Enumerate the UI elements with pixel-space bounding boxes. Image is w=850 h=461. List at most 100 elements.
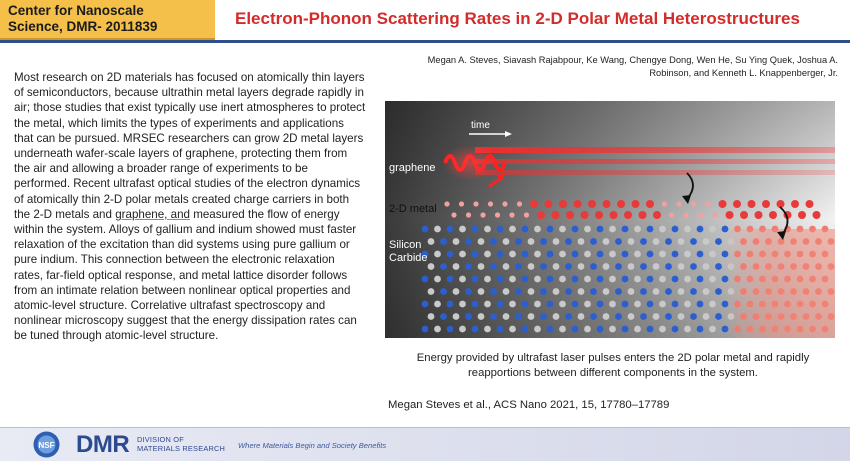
lattice-atom bbox=[571, 300, 579, 308]
lattice-atom bbox=[509, 225, 516, 233]
lattice-atom bbox=[596, 325, 604, 333]
lattice-atom bbox=[615, 313, 622, 320]
lattice-atom bbox=[559, 275, 566, 283]
lattice-atom bbox=[559, 225, 566, 233]
heterostructure-figure: time graphene 2-D metal Silicon Carbide bbox=[385, 101, 835, 338]
metal-atom bbox=[805, 200, 814, 208]
lattice-atom bbox=[602, 263, 610, 270]
lattice-atom bbox=[477, 238, 485, 245]
lattice-atom bbox=[609, 300, 616, 308]
header-divider bbox=[0, 40, 850, 43]
lattice-atom bbox=[509, 250, 516, 258]
center-name-box: Center for Nanoscale Science, DMR- 20118… bbox=[0, 0, 215, 40]
footer-tagline: Where Materials Begin and Society Benefi… bbox=[238, 441, 387, 450]
lattice-atom bbox=[509, 325, 516, 333]
lattice-atom bbox=[671, 250, 679, 258]
dmr-subtitle: DIVISION OF MATERIALS RESEARCH bbox=[137, 435, 225, 453]
metal-atom bbox=[712, 212, 718, 218]
metal-atom bbox=[733, 200, 741, 208]
metal-atom bbox=[725, 211, 734, 219]
lattice-atom bbox=[515, 313, 522, 320]
lattice-atom bbox=[421, 250, 429, 258]
lattice-atom bbox=[596, 275, 604, 283]
lattice-atom bbox=[484, 325, 491, 333]
lattice-atom bbox=[452, 288, 460, 295]
lattice-atom bbox=[484, 300, 491, 308]
metal-atom bbox=[769, 211, 777, 219]
lattice-atom bbox=[627, 238, 635, 245]
body-text-underlined: graphene, and bbox=[115, 207, 190, 221]
lattice-atom bbox=[427, 288, 435, 295]
lattice-atom bbox=[452, 313, 460, 320]
lattice-atom bbox=[602, 288, 610, 295]
lattice-atom bbox=[696, 300, 704, 308]
lattice-atom bbox=[609, 275, 616, 283]
lattice-atom bbox=[534, 225, 541, 233]
lattice-atom bbox=[609, 250, 616, 258]
lattice-atom bbox=[527, 288, 535, 295]
lattice-atom bbox=[634, 325, 641, 333]
lattice-atom bbox=[446, 325, 454, 333]
lattice-atom bbox=[646, 325, 654, 333]
lattice-atom bbox=[534, 325, 541, 333]
lattice-atom bbox=[496, 225, 504, 233]
lattice-atom bbox=[552, 238, 560, 245]
lattice-atom bbox=[434, 225, 441, 233]
lattice-atom bbox=[634, 275, 641, 283]
lattice-atom bbox=[671, 325, 679, 333]
lattice-atom bbox=[440, 238, 447, 245]
lattice-atom bbox=[577, 313, 585, 320]
metal-atom bbox=[480, 212, 486, 218]
metal-atom bbox=[705, 201, 711, 207]
lattice-atom bbox=[559, 300, 566, 308]
lattice-atom bbox=[452, 238, 460, 245]
metal-atom bbox=[791, 200, 799, 208]
metal-atom bbox=[566, 211, 574, 219]
lattice-atom bbox=[440, 288, 447, 295]
lattice-atom bbox=[546, 300, 554, 308]
lattice-atom bbox=[515, 263, 522, 270]
lattice-atom bbox=[696, 275, 704, 283]
lattice-atom bbox=[671, 300, 679, 308]
lattice-atom bbox=[665, 263, 672, 270]
lattice-atom bbox=[596, 225, 604, 233]
lattice-atom bbox=[471, 250, 479, 258]
lattice-atom bbox=[534, 300, 541, 308]
lattice-atom bbox=[490, 238, 497, 245]
dmr-logo-text: DMR bbox=[76, 431, 130, 458]
metal-atom bbox=[487, 201, 494, 207]
lattice-atom bbox=[584, 300, 591, 308]
lattice-atom bbox=[459, 250, 466, 258]
lattice-atom bbox=[559, 250, 566, 258]
metal-atom bbox=[676, 201, 682, 207]
metal-atom bbox=[624, 211, 632, 219]
lattice-atom bbox=[527, 263, 535, 270]
lattice-atom bbox=[640, 288, 647, 295]
lattice-atom bbox=[590, 313, 597, 320]
lattice-atom bbox=[452, 263, 460, 270]
lattice-atom bbox=[677, 313, 685, 320]
lattice-atom bbox=[446, 275, 454, 283]
lattice-atom bbox=[484, 225, 491, 233]
lattice-atom bbox=[671, 225, 679, 233]
lattice-atom bbox=[446, 300, 454, 308]
lattice-atom bbox=[577, 263, 585, 270]
lattice-atom bbox=[677, 288, 685, 295]
lattice-atom bbox=[534, 250, 541, 258]
lattice-atom bbox=[571, 225, 579, 233]
pulse-beam-2 bbox=[475, 159, 835, 164]
dmr-subtitle-line1: DIVISION OF bbox=[137, 435, 184, 444]
nsf-logo-text: NSF bbox=[39, 441, 55, 450]
lattice-atom bbox=[709, 275, 716, 283]
lattice-atom bbox=[646, 300, 654, 308]
lattice-atom bbox=[490, 313, 497, 320]
metal-atom bbox=[580, 211, 589, 219]
lattice-atom bbox=[565, 238, 572, 245]
metal-atom bbox=[776, 200, 785, 208]
lattice-atom bbox=[659, 225, 666, 233]
lattice-atom bbox=[621, 300, 629, 308]
lattice-atom bbox=[502, 313, 510, 320]
caption-line-1: Energy provided by ultrafast laser pulse… bbox=[416, 352, 810, 364]
lattice-atom bbox=[602, 313, 610, 320]
metal-atom bbox=[595, 211, 603, 219]
